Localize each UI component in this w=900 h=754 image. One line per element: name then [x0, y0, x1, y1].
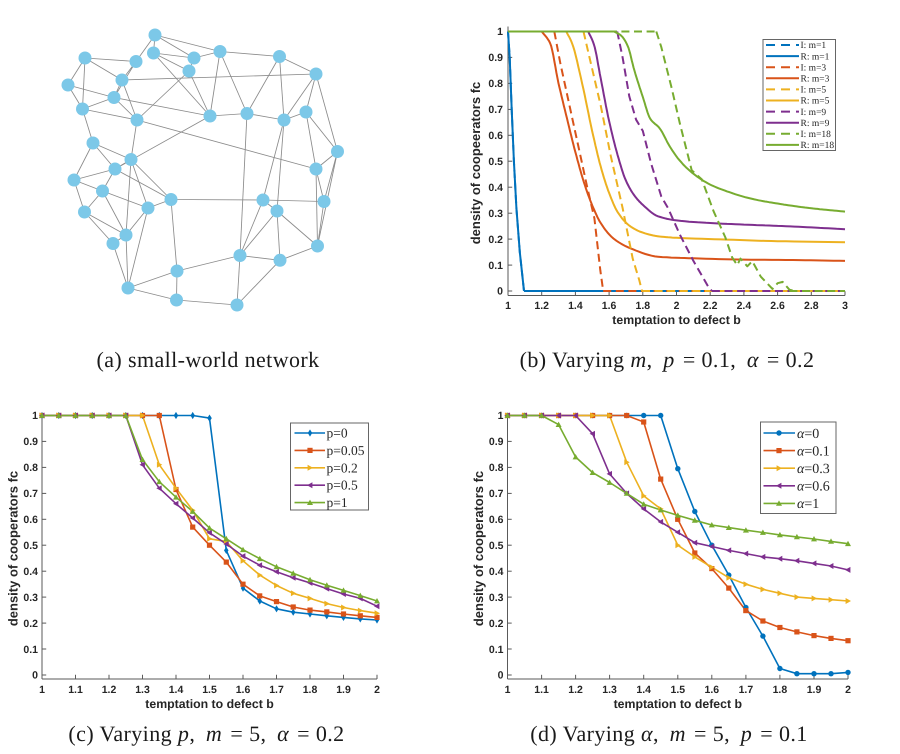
svg-text:1.5: 1.5	[670, 684, 685, 696]
svg-text:2: 2	[674, 300, 680, 312]
svg-text:2.4: 2.4	[737, 300, 752, 312]
svg-text:density of cooperators fc: density of cooperators fc	[471, 471, 486, 626]
svg-text:R: m=3: R: m=3	[801, 75, 830, 85]
svg-text:0.7: 0.7	[23, 488, 38, 500]
svg-text:1.4: 1.4	[568, 300, 583, 312]
svg-text:α=0.6: α=0.6	[797, 480, 830, 495]
svg-text:1: 1	[505, 300, 511, 312]
svg-text:2: 2	[845, 684, 851, 696]
svg-text:temptation to defect b: temptation to defect b	[614, 697, 742, 711]
svg-text:1.3: 1.3	[135, 684, 150, 696]
svg-text:0.8: 0.8	[489, 462, 504, 474]
svg-text:1.7: 1.7	[269, 684, 284, 696]
svg-text:1: 1	[498, 410, 504, 422]
svg-text:2: 2	[374, 684, 380, 696]
svg-text:0.6: 0.6	[23, 514, 38, 526]
svg-text:1.1: 1.1	[534, 684, 549, 696]
svg-text:1: 1	[505, 684, 511, 696]
svg-text:p=0.5: p=0.5	[327, 478, 358, 493]
svg-text:p=0.05: p=0.05	[327, 443, 365, 458]
svg-text:density of coopeerators fc: density of coopeerators fc	[468, 82, 483, 245]
svg-text:I: m=9: I: m=9	[801, 108, 827, 118]
svg-text:I: m=18: I: m=18	[801, 130, 832, 140]
svg-text:p=1: p=1	[327, 495, 348, 510]
svg-text:1.1: 1.1	[68, 684, 83, 696]
svg-text:R: m=9: R: m=9	[801, 119, 830, 129]
svg-text:0.6: 0.6	[488, 130, 503, 142]
svg-text:density of cooperators fc: density of cooperators fc	[6, 471, 21, 626]
svg-text:0.5: 0.5	[489, 540, 504, 552]
svg-text:2.6: 2.6	[770, 300, 785, 312]
svg-text:2.2: 2.2	[703, 300, 718, 312]
svg-text:temptation to defect b: temptation to defect b	[145, 697, 273, 711]
svg-text:0.7: 0.7	[488, 104, 503, 116]
svg-text:0.3: 0.3	[488, 208, 503, 220]
svg-text:0.8: 0.8	[23, 462, 38, 474]
svg-text:I: m=5: I: m=5	[801, 86, 827, 96]
svg-text:0.1: 0.1	[23, 644, 38, 656]
svg-text:(b) Varying m, p = 0.1, α: (b) Varying m, p = 0.1, α = 0.2	[520, 347, 815, 372]
svg-text:0.1: 0.1	[488, 260, 503, 272]
svg-text:3: 3	[842, 300, 848, 312]
svg-text:I: m=3: I: m=3	[801, 63, 827, 73]
svg-text:0.2: 0.2	[488, 234, 503, 246]
svg-text:R: m=18: R: m=18	[801, 141, 835, 151]
svg-text:0.3: 0.3	[489, 592, 504, 604]
svg-text:0: 0	[498, 670, 504, 682]
svg-text:α=0.3: α=0.3	[797, 462, 830, 477]
svg-text:1.6: 1.6	[602, 300, 617, 312]
svg-text:I: m=1: I: m=1	[801, 41, 827, 51]
svg-text:p=0.2: p=0.2	[327, 460, 358, 475]
svg-text:0.2: 0.2	[23, 618, 38, 630]
svg-text:0.9: 0.9	[23, 436, 38, 448]
svg-text:0.4: 0.4	[489, 566, 504, 578]
svg-text:α=1: α=1	[797, 497, 819, 512]
svg-text:0.1: 0.1	[489, 644, 504, 656]
svg-text:(d) Varying α, m = 5, p =: (d) Varying α, m = 5, p = 0.1	[530, 721, 807, 746]
svg-text:1.5: 1.5	[202, 684, 217, 696]
svg-text:0.9: 0.9	[489, 436, 504, 448]
svg-text:R: m=5: R: m=5	[801, 97, 830, 107]
svg-text:1: 1	[39, 684, 45, 696]
svg-text:(a) small-world network: (a) small-world network	[96, 347, 319, 372]
svg-text:α=0: α=0	[797, 427, 819, 442]
svg-text:1.8: 1.8	[303, 684, 318, 696]
svg-text:2.8: 2.8	[804, 300, 819, 312]
svg-text:0.9: 0.9	[488, 52, 503, 64]
svg-text:0.8: 0.8	[488, 78, 503, 90]
svg-text:R: m=1: R: m=1	[801, 52, 830, 62]
svg-text:1.2: 1.2	[534, 300, 549, 312]
svg-text:1: 1	[32, 410, 38, 422]
svg-text:1.9: 1.9	[807, 684, 822, 696]
svg-text:1: 1	[497, 26, 503, 38]
svg-text:0: 0	[497, 286, 503, 298]
svg-text:1.8: 1.8	[773, 684, 788, 696]
svg-text:0.6: 0.6	[489, 514, 504, 526]
svg-text:α=0.1: α=0.1	[797, 444, 830, 459]
svg-text:1.4: 1.4	[169, 684, 184, 696]
svg-text:0.3: 0.3	[23, 592, 38, 604]
svg-text:0.4: 0.4	[23, 566, 38, 578]
svg-text:0: 0	[32, 670, 38, 682]
svg-text:0.7: 0.7	[489, 488, 504, 500]
svg-text:1.9: 1.9	[336, 684, 351, 696]
svg-text:temptation to defect b: temptation to defect b	[612, 313, 740, 327]
svg-text:0.5: 0.5	[23, 540, 38, 552]
svg-text:0.2: 0.2	[489, 618, 504, 630]
svg-text:1.6: 1.6	[704, 684, 719, 696]
svg-text:1.4: 1.4	[636, 684, 651, 696]
svg-text:0.4: 0.4	[488, 182, 503, 194]
svg-text:(c) Varying p, m = 5, α =: (c) Varying p, m = 5, α = 0.2	[68, 721, 344, 746]
svg-text:1.2: 1.2	[568, 684, 583, 696]
svg-text:1.7: 1.7	[739, 684, 754, 696]
svg-text:1.8: 1.8	[635, 300, 650, 312]
svg-text:1.6: 1.6	[236, 684, 251, 696]
svg-text:1.2: 1.2	[102, 684, 117, 696]
svg-text:0.5: 0.5	[488, 156, 503, 168]
svg-text:p=0: p=0	[327, 426, 348, 441]
svg-text:1.3: 1.3	[602, 684, 617, 696]
